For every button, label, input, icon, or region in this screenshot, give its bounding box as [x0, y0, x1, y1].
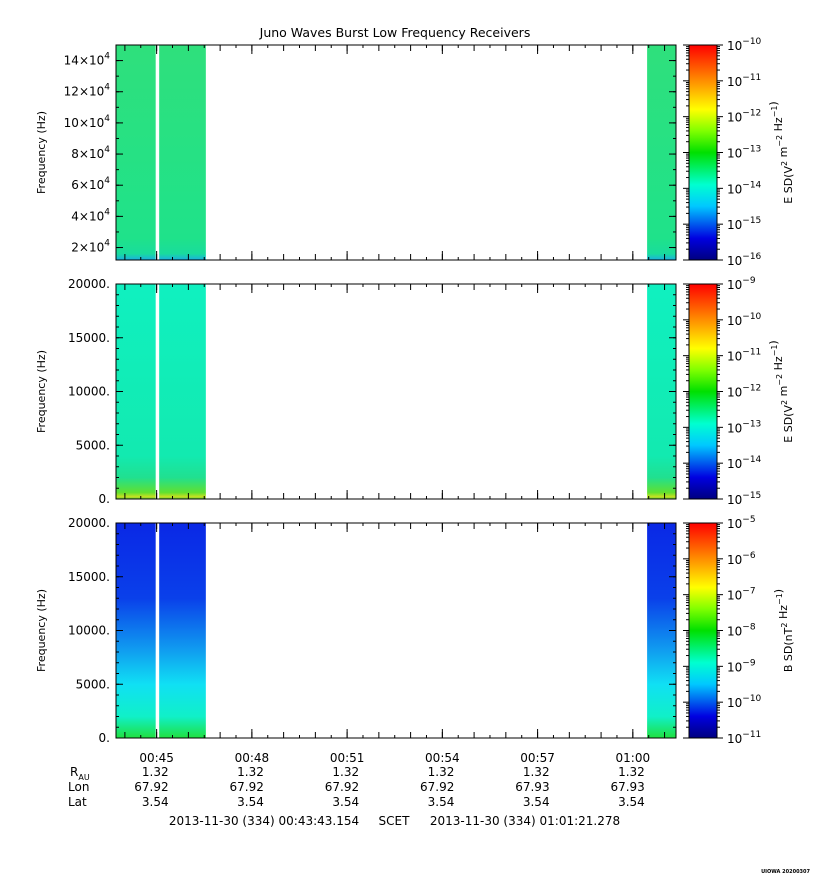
y-tick-label: 8×104 [71, 145, 110, 161]
colorbar-tick-label: 10−14 [727, 455, 762, 471]
y-tick-label: 12×104 [64, 83, 111, 99]
ephemeris-lon-value: 67.92 [325, 780, 359, 794]
spectrogram-block [159, 523, 206, 738]
ephemeris-r-value: 1.32 [332, 765, 359, 779]
colorbar-tick-label: 10−15 [727, 491, 761, 507]
version-stamp: UIOWA 20200307 [761, 869, 810, 875]
ephemeris-r-value: 1.32 [237, 765, 264, 779]
colorbar-tick-label: 10−9 [727, 276, 756, 292]
y-tick-label: 10000. [68, 624, 110, 638]
panel-3: 0. 5000. 10000. 15000. 20000. Frequency (Hz) 1… [35, 515, 795, 746]
y-axis-label: Frequency (Hz) [35, 589, 48, 672]
colorbar [688, 44, 718, 261]
y-axis-label: Frequency (Hz) [35, 350, 48, 433]
ephemeris-lat-value: 3.54 [523, 795, 550, 809]
colorbar-label: B SD(nT2 Hz−1) [772, 589, 795, 672]
ephemeris-r-value: 1.32 [618, 765, 645, 779]
time-tick-label: 00:57 [520, 751, 555, 765]
y-tick-label: 2×104 [71, 239, 110, 255]
panel-2: 0. 5000. 10000. 15000. 20000. Frequency (Hz) 1… [35, 276, 795, 507]
plot-frame [115, 44, 677, 261]
y-tick-label: 5000. [76, 438, 110, 452]
colorbar-tick-label: 10−15 [727, 216, 761, 232]
colorbar-tick-label: 10−8 [727, 623, 756, 639]
colorbar-tick-label: 10−13 [727, 419, 761, 435]
time-tick-label: 00:51 [330, 751, 365, 765]
colorbar-tick-label: 10−16 [727, 252, 762, 268]
colorbar [688, 522, 718, 739]
spectrogram-block [159, 284, 206, 499]
time-range-start: 2013-11-30 (334) 00:43:43.154 [169, 814, 359, 828]
colorbar-tick-label: 10−6 [727, 551, 756, 567]
colorbar-tick-label: 10−12 [727, 109, 761, 125]
spectrogram-block [159, 45, 206, 260]
y-tick-label: 14×104 [64, 52, 111, 68]
colorbar-tick-label: 10−11 [727, 730, 761, 746]
ephemeris-lat-label: Lat [68, 795, 87, 809]
ephemeris-lon-value: 67.93 [610, 780, 644, 794]
y-tick-label: 10000. [68, 385, 110, 399]
ephemeris-lat-value: 3.54 [428, 795, 455, 809]
ephemeris-lat-value: 3.54 [237, 795, 264, 809]
panel-1: 2×104 4×104 6×104 8×104 10×104 12×104 14×104 Fr… [35, 37, 795, 268]
time-tick-label: 00:54 [425, 751, 460, 765]
spectrogram-block [116, 45, 156, 260]
colorbar-tick-label: 10−12 [727, 384, 761, 400]
ephemeris-lon-value: 67.92 [134, 780, 168, 794]
spectrogram-block [647, 45, 676, 260]
ephemeris-lat-value: 3.54 [332, 795, 359, 809]
colorbar-tick-label: 10−7 [727, 587, 756, 603]
ephemeris-lon-value: 67.93 [515, 780, 549, 794]
y-tick-label: 20000. [68, 277, 110, 291]
ephemeris-r-label: RAU [70, 765, 90, 782]
colorbar-tick-label: 10−10 [727, 37, 762, 53]
y-tick-label: 4×104 [71, 207, 110, 223]
y-tick-label: 0. [99, 492, 110, 506]
ephemeris-r-value: 1.32 [142, 765, 169, 779]
time-tick-label: 01:00 [616, 751, 651, 765]
y-tick-label: 15000. [68, 331, 110, 345]
colorbar-tick-label: 10−14 [727, 180, 762, 196]
colorbar-tick-label: 10−13 [727, 145, 761, 161]
y-tick-label: 6×104 [71, 176, 110, 192]
colorbar-tick-label: 10−10 [727, 694, 762, 710]
colorbar-label: E SD(V2 m−2 Hz−1) [767, 101, 795, 203]
y-tick-label: 5000. [76, 677, 110, 691]
colorbar-label: E SD(V2 m−2 Hz−1) [767, 340, 795, 442]
scet-label: SCET [379, 814, 411, 828]
ephemeris-lon-value: 67.92 [420, 780, 454, 794]
colorbar [688, 283, 718, 500]
y-tick-label: 20000. [68, 516, 110, 530]
time-tick-label: 00:45 [139, 751, 174, 765]
colorbar-tick-label: 10−10 [727, 312, 762, 328]
colorbar-tick-label: 10−5 [727, 515, 756, 531]
time-range-end: 2013-11-30 (334) 01:01:21.278 [430, 814, 620, 828]
y-tick-label: 0. [99, 731, 110, 745]
time-tick-label: 00:48 [235, 751, 270, 765]
colorbar-tick-label: 10−11 [727, 73, 761, 89]
y-axis-label: Frequency (Hz) [35, 111, 48, 194]
ephemeris-lon-value: 67.92 [230, 780, 264, 794]
ephemeris-r-value: 1.32 [523, 765, 550, 779]
colorbar-tick-label: 10−11 [727, 348, 761, 364]
colorbar-tick-label: 10−9 [727, 658, 756, 674]
y-tick-label: 15000. [68, 570, 110, 584]
chart-title: Juno Waves Burst Low Frequency Receivers [259, 25, 531, 40]
ephemeris-lon-label: Lon [68, 780, 89, 794]
ephemeris-lat-value: 3.54 [142, 795, 169, 809]
y-tick-label: 10×104 [64, 114, 111, 130]
ephemeris-r-value: 1.32 [428, 765, 455, 779]
ephemeris-lat-value: 3.54 [618, 795, 645, 809]
